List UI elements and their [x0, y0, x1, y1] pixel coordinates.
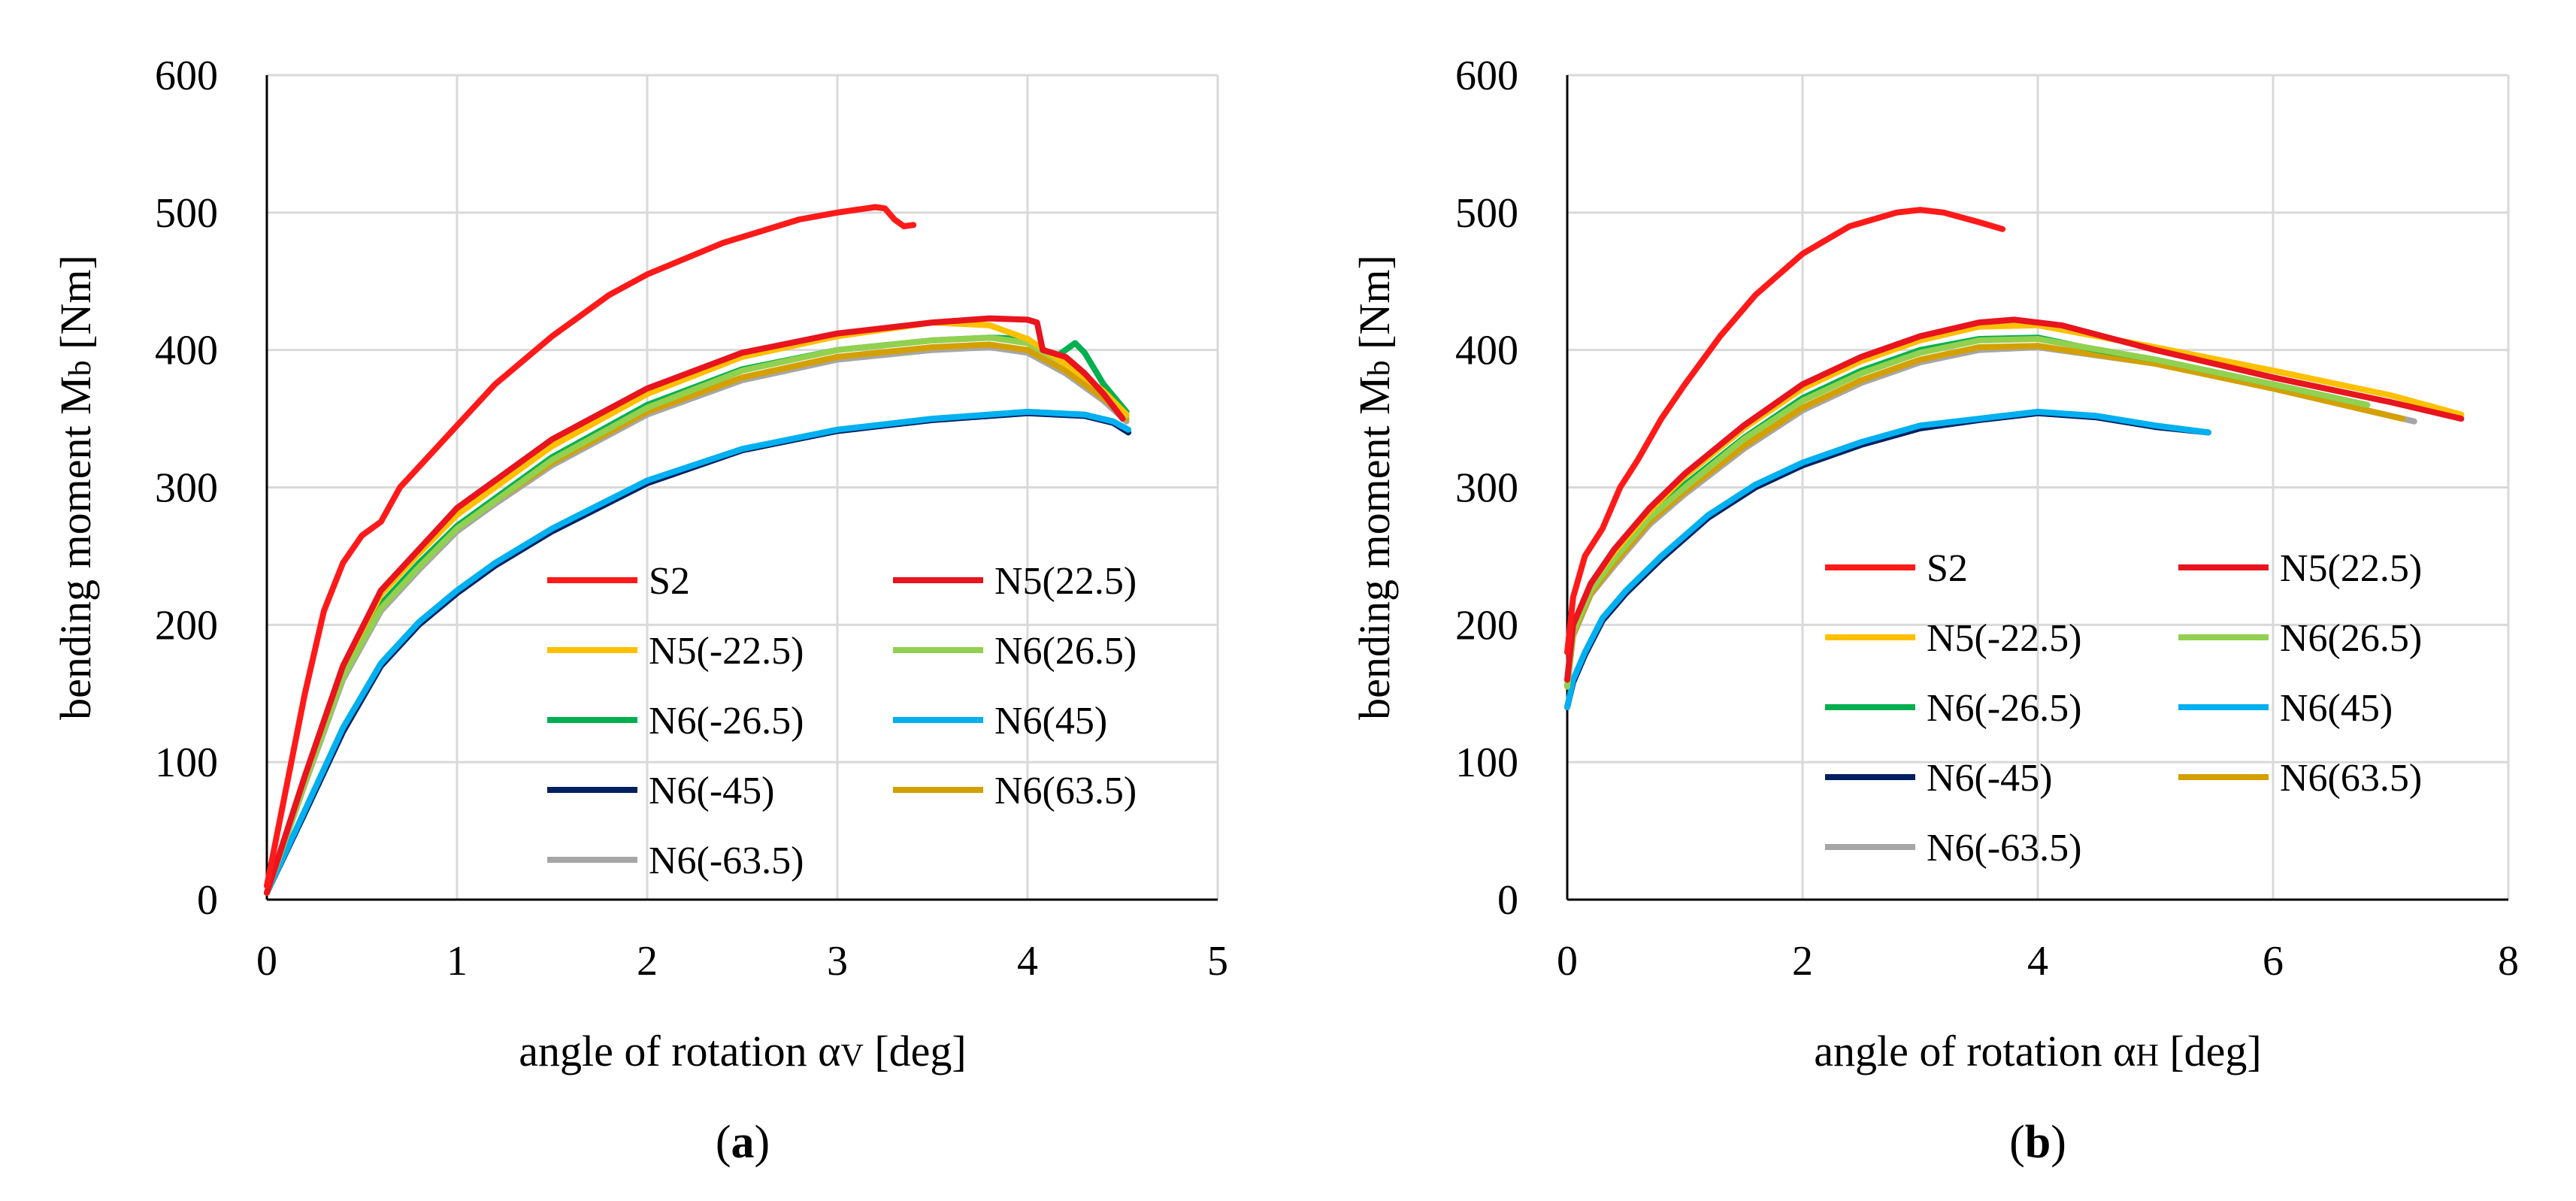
x-tick-label: 4	[2027, 938, 2048, 985]
legend-entry: N6(45)	[2280, 687, 2393, 730]
y-tick-label: 400	[155, 328, 218, 374]
series-line-N6(-45)	[1564, 410, 2211, 710]
x-tick-label: 8	[2498, 938, 2519, 985]
legend: S2 N5(22.5) N5(-22.5) N6(26.5) N6(-26.5) N6(4…	[547, 560, 1137, 882]
x-tick-label: 3	[827, 938, 848, 985]
series-line-S2	[1564, 207, 2006, 655]
legend-entry: N5(-22.5)	[1927, 617, 2082, 660]
x-tick-label: 6	[2263, 938, 2284, 985]
legend-entry: N6(-26.5)	[1927, 687, 2082, 730]
y-tick-label: 0	[197, 877, 218, 924]
x-axis-label: angle of rotation αV [deg]	[519, 1027, 966, 1075]
legend-entry: S2	[1927, 547, 1968, 590]
x-tick-label: 1	[446, 938, 468, 985]
series-line-N5(22.5)	[1564, 316, 2465, 683]
legend-entry: N6(-63.5)	[1927, 827, 2082, 870]
y-tick-label: 0	[1497, 877, 1518, 924]
legend-entry: N6(-45)	[1927, 757, 2053, 800]
series-line-N5(22.5)	[264, 315, 1126, 896]
y-tick-label: 300	[155, 465, 218, 512]
legend-entry: N6(-45)	[649, 770, 775, 812]
y-tick-label: 500	[1455, 190, 1518, 237]
legend-entry: N6(63.5)	[2280, 757, 2422, 800]
y-tick-label: 100	[155, 740, 218, 786]
chart-panel-b: 0 100 200 300 400 500 600 0 2 4 6 8 angle of rotatio…	[1350, 53, 2519, 1168]
legend-entry: N5(22.5)	[994, 560, 1137, 603]
legend-entry: N6(45)	[994, 700, 1107, 743]
legend-entry: N6(26.5)	[994, 630, 1137, 673]
x-tick-label: 5	[1207, 938, 1228, 985]
y-tick-label: 300	[1455, 465, 1518, 512]
y-tick-label: 200	[155, 602, 218, 649]
legend-entry: N5(22.5)	[2280, 547, 2422, 590]
x-tick-label: 2	[1792, 938, 1813, 985]
panel-label: (a)	[716, 1117, 770, 1168]
x-tick-label: 0	[1557, 938, 1578, 985]
series-line-S2	[264, 204, 917, 889]
y-tick-label: 400	[1455, 328, 1518, 374]
x-tick-label: 0	[256, 938, 277, 985]
legend-entry: N6(-26.5)	[649, 700, 804, 743]
series-line-N6(45)	[264, 408, 1132, 896]
y-axis-label: bending moment Mb [Nm]	[1350, 255, 1399, 720]
legend: S2 N5(22.5) N5(-22.5) N6(26.5) N6(-26.5) N6(4…	[1825, 547, 2422, 870]
y-tick-label: 600	[1455, 53, 1518, 99]
y-tick-label: 500	[155, 190, 218, 237]
y-axis-label: bending moment Mb [Nm]	[51, 255, 100, 720]
y-tick-label: 200	[1455, 602, 1518, 649]
legend-entry: S2	[649, 560, 690, 603]
legend-entry: N6(63.5)	[994, 770, 1137, 812]
series-line-N6(26.5)	[1564, 336, 2371, 690]
y-tick-label: 100	[1455, 740, 1518, 786]
y-tick-label: 600	[155, 53, 218, 99]
x-axis-label: angle of rotation αH [deg]	[1814, 1027, 2261, 1075]
x-tick-label: 4	[1017, 938, 1038, 985]
x-tick-label: 2	[637, 938, 658, 985]
panel-label: (b)	[2009, 1117, 2066, 1168]
series-line-N6(45)	[1564, 408, 2211, 710]
legend-entry: N6(-63.5)	[649, 839, 804, 882]
chart-panel-a: 0 100 200 300 400 500 600 0 1 2 3 4 5 angle of rotati…	[51, 53, 1228, 1168]
legend-entry: N6(26.5)	[2280, 617, 2422, 660]
legend-entry: N5(-22.5)	[649, 630, 804, 673]
